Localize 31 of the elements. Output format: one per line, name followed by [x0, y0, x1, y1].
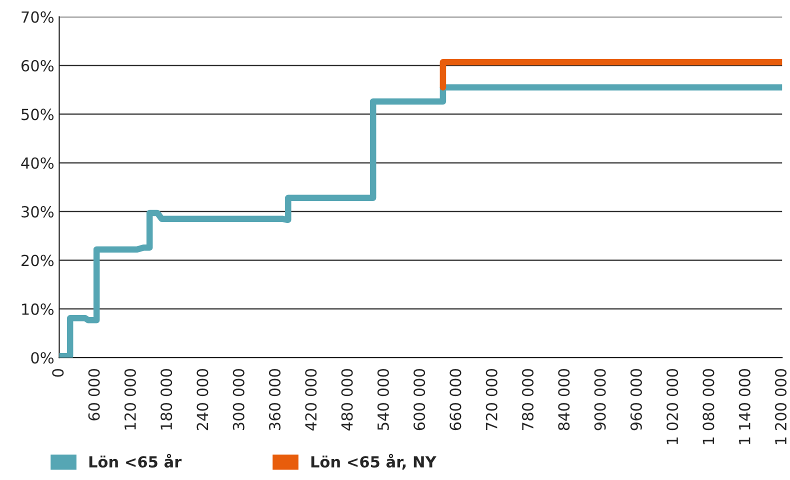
- x-tick-label: 660 000: [450, 369, 462, 430]
- y-tick-label: 0%: [31, 352, 54, 364]
- x-tick-label: 1 020 000: [666, 369, 678, 444]
- x-tick-label: 120 000: [124, 369, 136, 430]
- y-tick-label: 10%: [22, 303, 54, 315]
- legend-label: Lön <65 år: [89, 454, 182, 468]
- x-tick-label: 180 000: [160, 369, 172, 430]
- x-tick-label: 600 000: [414, 369, 426, 430]
- x-tick-label: 360 000: [268, 369, 281, 430]
- y-tick-label: 70%: [22, 11, 54, 23]
- x-tick-label: 60 000: [88, 369, 100, 420]
- x-tick-label: 300 000: [232, 369, 244, 430]
- x-tick-label: 0: [52, 369, 64, 377]
- x-tick-label: 1 080 000: [702, 369, 714, 444]
- x-tick-label: 1 140 000: [738, 369, 750, 444]
- x-tick-label: 480 000: [341, 369, 353, 430]
- x-tick-label: 720 000: [486, 369, 498, 430]
- x-tick-label: 420 000: [305, 369, 317, 430]
- x-tick-label: 840 000: [558, 369, 570, 430]
- x-tick-label: 1 200 000: [774, 369, 787, 444]
- y-tick-label: 20%: [22, 254, 54, 266]
- x-tick-label: 540 000: [377, 369, 389, 430]
- x-tick-label: 960 000: [630, 369, 642, 430]
- x-tick-label: 780 000: [522, 369, 534, 430]
- y-tick-label: 40%: [21, 157, 54, 169]
- y-tick-label: 60%: [22, 60, 54, 72]
- y-tick-label: 50%: [22, 108, 54, 120]
- x-tick-label: 900 000: [594, 369, 606, 430]
- legend-label: Lön <65 år, NY: [311, 454, 436, 470]
- x-tick-label: 240 000: [196, 369, 208, 430]
- y-tick-label: 30%: [22, 206, 54, 218]
